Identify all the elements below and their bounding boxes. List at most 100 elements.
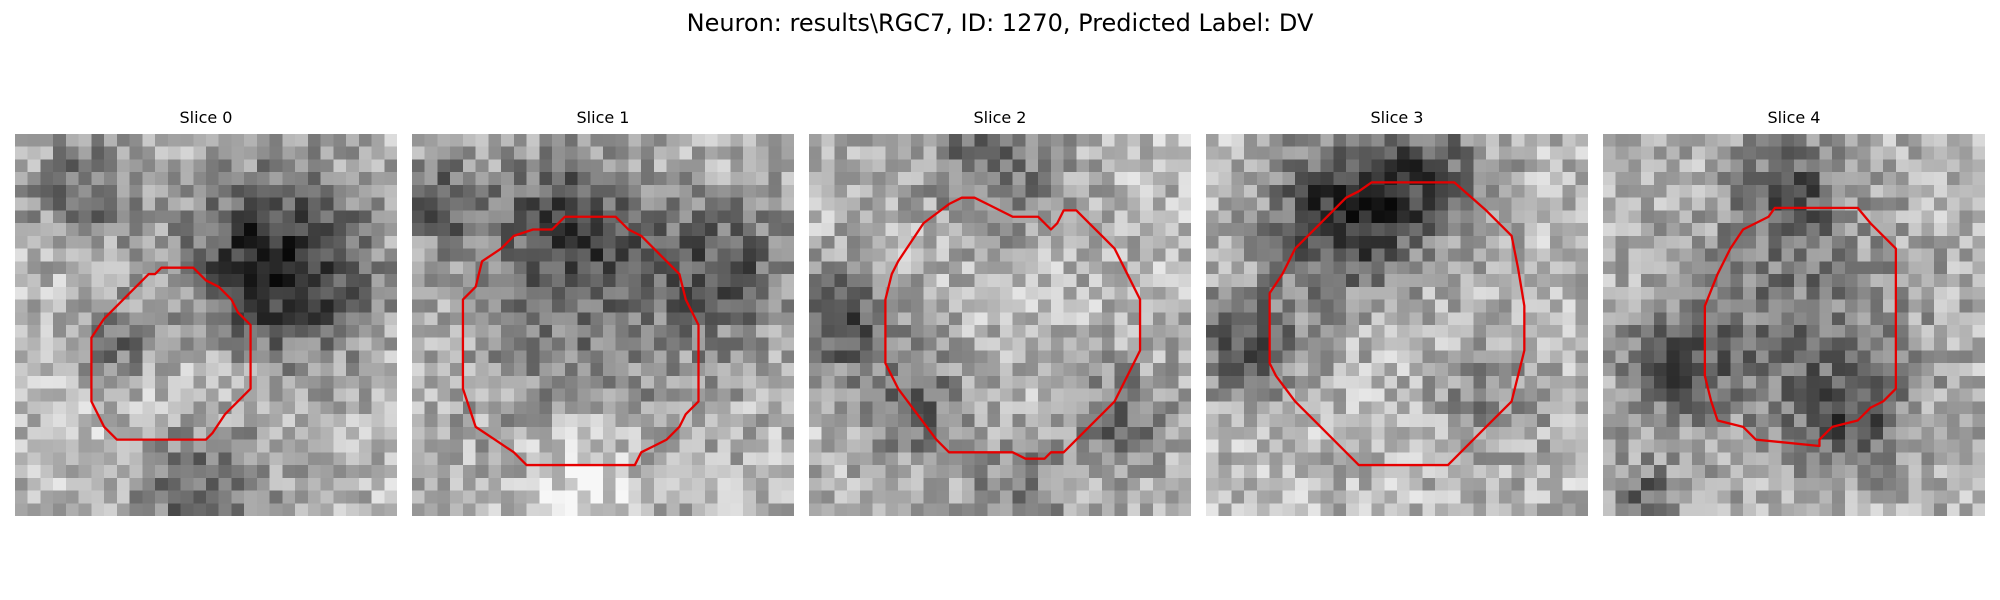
pixel xyxy=(384,261,397,275)
pixel xyxy=(1295,197,1309,211)
pixel xyxy=(1358,401,1372,415)
pixel xyxy=(526,465,540,479)
pixel xyxy=(167,439,181,453)
pixel xyxy=(590,261,604,275)
pixel xyxy=(961,477,975,491)
pixel xyxy=(910,261,924,275)
pixel xyxy=(961,363,975,377)
pixel xyxy=(53,490,67,504)
pixel xyxy=(65,477,79,491)
pixel xyxy=(730,477,744,491)
pixel xyxy=(1371,452,1385,466)
pixel xyxy=(129,452,143,466)
pixel xyxy=(193,134,207,147)
pixel xyxy=(346,274,360,288)
pixel xyxy=(333,235,347,249)
pixel xyxy=(1206,337,1219,351)
pixel xyxy=(1934,299,1948,313)
pixel xyxy=(78,235,92,249)
pixel xyxy=(1178,210,1191,224)
pixel xyxy=(104,414,118,428)
pixel xyxy=(1921,235,1935,249)
pixel xyxy=(1692,363,1706,377)
pixel xyxy=(1076,363,1090,377)
pixel xyxy=(755,363,769,377)
pixel xyxy=(1832,146,1846,160)
pixel xyxy=(116,490,130,504)
pixel xyxy=(1473,146,1487,160)
pixel xyxy=(320,159,334,173)
pixel xyxy=(1473,312,1487,326)
pixel xyxy=(1844,477,1858,491)
pixel xyxy=(1269,261,1283,275)
pixel xyxy=(1101,134,1115,147)
pixel xyxy=(1870,312,1884,326)
pixel xyxy=(692,159,706,173)
pixel xyxy=(104,388,118,402)
pixel xyxy=(1895,159,1909,173)
pixel xyxy=(1076,134,1090,147)
pixel xyxy=(1140,146,1154,160)
pixel xyxy=(1038,414,1052,428)
pixel xyxy=(1692,465,1706,479)
pixel xyxy=(552,350,566,364)
pixel xyxy=(1244,337,1258,351)
pixel xyxy=(53,388,67,402)
pixel xyxy=(1730,452,1744,466)
pixel xyxy=(1050,363,1064,377)
pixel xyxy=(53,299,67,313)
pixel xyxy=(1447,426,1461,440)
pixel xyxy=(1435,223,1449,237)
pixel xyxy=(424,452,438,466)
pixel xyxy=(155,401,169,415)
pixel xyxy=(1282,146,1296,160)
pixel xyxy=(346,414,360,428)
pixel xyxy=(730,414,744,428)
pixel xyxy=(679,350,693,364)
pixel xyxy=(40,337,54,351)
pixel xyxy=(295,337,309,351)
pixel xyxy=(564,388,578,402)
pixel xyxy=(65,426,79,440)
pixel xyxy=(488,452,502,466)
pixel xyxy=(1025,477,1039,491)
pixel xyxy=(1934,134,1948,147)
pixel xyxy=(1730,184,1744,198)
pixel xyxy=(1972,439,1985,453)
pixel xyxy=(218,274,232,288)
pixel xyxy=(40,197,54,211)
pixel xyxy=(167,337,181,351)
pixel xyxy=(218,363,232,377)
pixel xyxy=(1127,490,1141,504)
pixel xyxy=(155,452,169,466)
pixel xyxy=(244,465,258,479)
pixel xyxy=(717,235,731,249)
pixel xyxy=(1486,350,1500,364)
pixel xyxy=(1231,490,1245,504)
pixel xyxy=(923,490,937,504)
pixel xyxy=(1730,312,1744,326)
pixel xyxy=(1320,146,1334,160)
pixel xyxy=(15,210,28,224)
pixel xyxy=(1307,337,1321,351)
pixel xyxy=(371,350,385,364)
pixel xyxy=(1089,363,1103,377)
pixel xyxy=(1972,299,1985,313)
pixel xyxy=(1972,134,1985,147)
pixel xyxy=(180,159,194,173)
pixel xyxy=(1089,477,1103,491)
pixel xyxy=(1524,350,1538,364)
pixel xyxy=(218,490,232,504)
pixel xyxy=(450,452,464,466)
pixel xyxy=(526,375,540,389)
pixel xyxy=(1781,312,1795,326)
pixel xyxy=(564,261,578,275)
pixel xyxy=(320,235,334,249)
pixel xyxy=(974,172,988,186)
pixel xyxy=(1806,235,1820,249)
pixel xyxy=(539,248,553,262)
pixel xyxy=(333,503,347,516)
pixel xyxy=(193,261,207,275)
pixel xyxy=(1641,223,1655,237)
pixel xyxy=(1524,261,1538,275)
